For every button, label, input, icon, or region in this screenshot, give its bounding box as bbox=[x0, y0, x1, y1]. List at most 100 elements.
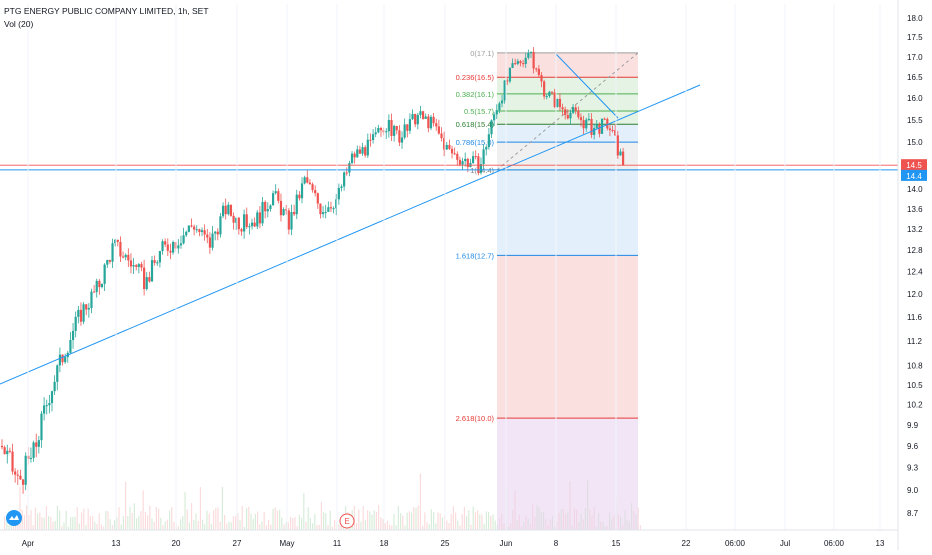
volume-bar bbox=[94, 521, 96, 530]
volume-bar bbox=[197, 520, 199, 530]
candle-body bbox=[87, 308, 90, 310]
candle-body bbox=[535, 68, 538, 70]
candle-body bbox=[95, 280, 98, 292]
candle-body bbox=[64, 357, 67, 363]
candle-body bbox=[585, 119, 588, 129]
candle-body bbox=[432, 116, 435, 124]
candle-body bbox=[300, 183, 304, 199]
candle-body bbox=[498, 103, 501, 111]
candle-body bbox=[264, 201, 267, 212]
fibonacci-extension[interactable]: 0(17.1) 0.236(16.5) 0.382(16.1) 0.5(15.7) 0.… bbox=[456, 49, 639, 530]
volume-bar bbox=[171, 507, 173, 530]
volume-bar bbox=[243, 526, 245, 530]
volume-bar bbox=[237, 513, 239, 530]
volume-bar bbox=[70, 517, 72, 530]
volume-bar bbox=[30, 509, 32, 530]
candle-body bbox=[40, 413, 43, 441]
candle-body bbox=[11, 451, 14, 472]
candle-body bbox=[429, 116, 433, 129]
candle-body bbox=[258, 212, 262, 224]
volume-bar bbox=[455, 512, 457, 530]
candle-body bbox=[206, 234, 209, 238]
candle-body bbox=[464, 158, 467, 162]
candle-body bbox=[277, 191, 280, 201]
fib-level-label: 0.236(16.5) bbox=[456, 73, 495, 82]
x-tick-label: May bbox=[279, 539, 294, 548]
candle-body bbox=[474, 156, 477, 158]
volume-bar bbox=[155, 507, 157, 530]
candle-body bbox=[150, 260, 154, 282]
candle-body bbox=[148, 277, 151, 282]
volume-bar bbox=[74, 516, 76, 530]
fib-zone bbox=[497, 93, 638, 112]
candle-body bbox=[511, 63, 514, 68]
volume-bar bbox=[107, 511, 109, 530]
candle-body bbox=[216, 231, 219, 235]
x-tick-label: 11 bbox=[333, 539, 342, 548]
volume-bar bbox=[83, 508, 85, 530]
fib-level-label: 1.618(12.7) bbox=[456, 251, 495, 260]
candle-body bbox=[506, 80, 509, 82]
volume-bar bbox=[488, 511, 490, 530]
candle-body bbox=[403, 124, 406, 138]
candle-body bbox=[37, 440, 40, 447]
candle-body bbox=[114, 239, 117, 244]
volume-bar bbox=[353, 505, 355, 530]
volume-bar bbox=[422, 525, 424, 530]
volume-bar bbox=[144, 512, 146, 530]
candle-body bbox=[8, 450, 11, 452]
candle-body bbox=[106, 259, 109, 265]
candle-body bbox=[350, 153, 354, 164]
volume-bar bbox=[382, 519, 384, 530]
candle-body bbox=[516, 61, 519, 64]
volume-bar bbox=[494, 520, 496, 530]
candle-body bbox=[487, 134, 490, 148]
volume-bar bbox=[182, 516, 184, 530]
candle-body bbox=[385, 131, 388, 133]
candle-body bbox=[471, 156, 475, 163]
candle-body bbox=[540, 75, 543, 82]
volume-bar bbox=[437, 512, 439, 530]
candle-body bbox=[374, 132, 377, 135]
volume-bar bbox=[63, 522, 65, 530]
volume-bar bbox=[386, 520, 388, 530]
volume-bar bbox=[378, 505, 380, 530]
candle-body bbox=[232, 215, 235, 223]
volume-bar bbox=[250, 513, 252, 530]
volume-bar bbox=[468, 510, 470, 530]
drawing-lines[interactable] bbox=[0, 53, 898, 385]
candle-body bbox=[253, 222, 256, 227]
volume-bar bbox=[67, 526, 69, 530]
volume-bar bbox=[8, 525, 10, 530]
candle-body bbox=[521, 63, 525, 65]
candle-body bbox=[621, 151, 625, 166]
volume-bar bbox=[316, 524, 318, 530]
volume-bar bbox=[433, 512, 435, 530]
volume-bar bbox=[375, 511, 377, 530]
volume-bar bbox=[265, 525, 267, 530]
volume-bar bbox=[318, 525, 320, 530]
volume-bar bbox=[221, 486, 223, 530]
candle-body bbox=[490, 120, 493, 135]
fib-level-label: 0.5(15.7) bbox=[464, 107, 495, 116]
last-price-text: 14.5 bbox=[906, 161, 922, 170]
volume-bar bbox=[325, 513, 327, 530]
volume-bar bbox=[272, 509, 274, 530]
y-tick-label: 9.9 bbox=[907, 421, 919, 430]
candle-body bbox=[295, 194, 298, 215]
volume-bar bbox=[285, 522, 287, 530]
volume-bar bbox=[338, 524, 340, 530]
candle-body bbox=[227, 204, 230, 215]
volume-bar bbox=[463, 506, 465, 530]
candle-body bbox=[285, 209, 288, 211]
volume-bar bbox=[259, 524, 261, 530]
volume-bar bbox=[37, 513, 39, 530]
volume-bar bbox=[274, 507, 276, 530]
volume-bar bbox=[448, 523, 450, 530]
candle-body bbox=[124, 254, 127, 258]
candle-body bbox=[571, 107, 575, 113]
candle-body bbox=[371, 134, 375, 141]
fib-level-label: 2.618(10.0) bbox=[456, 414, 495, 423]
volume-bar bbox=[406, 512, 408, 530]
y-tick-label: 17.0 bbox=[907, 53, 923, 62]
